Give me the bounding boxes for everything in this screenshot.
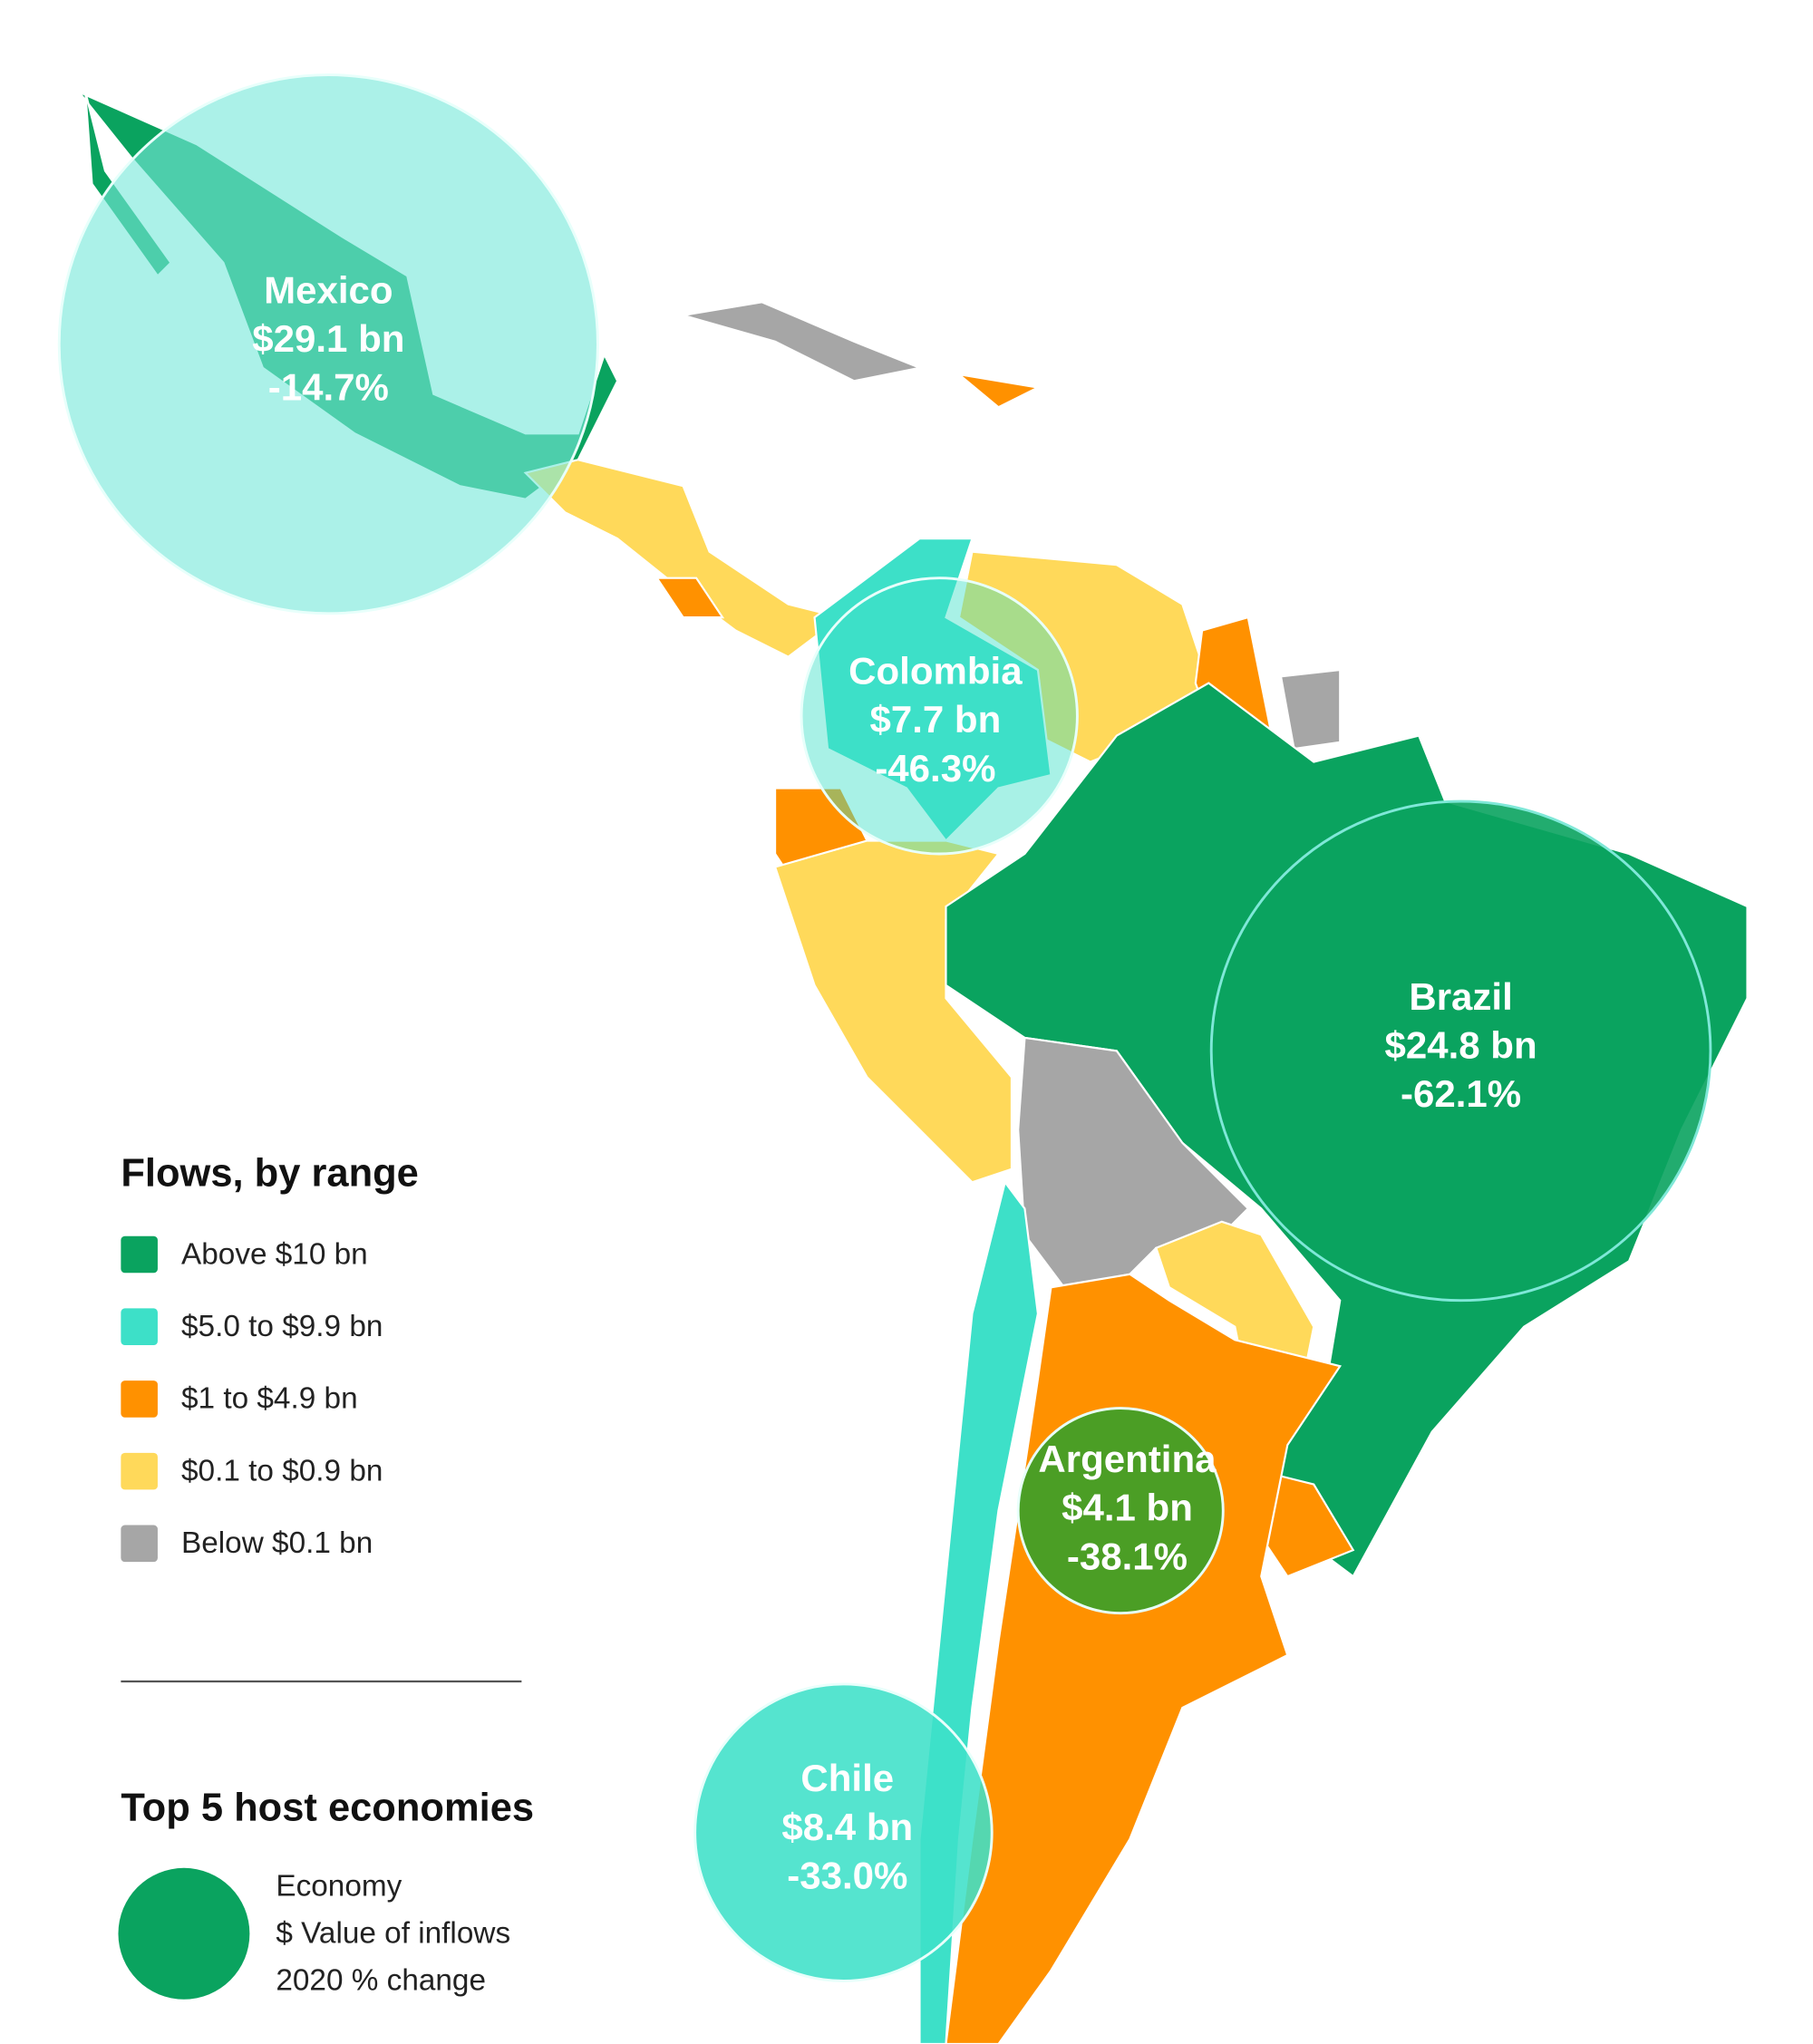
legend: Flows, by range Top 5 host economies Eco… (118, 1152, 534, 2000)
legend-label: Below $0.1 bn (181, 1526, 373, 1560)
economy-change: -62.1% (1401, 1072, 1521, 1115)
legend-swatch (121, 1308, 158, 1346)
top-hosts-title: Top 5 host economies (121, 1787, 534, 1830)
legend-label: $0.1 to $0.9 bn (181, 1454, 383, 1487)
legend-swatch (121, 1452, 158, 1490)
economy-name: Chile (800, 1757, 894, 1799)
legend-swatch (121, 1380, 158, 1418)
key-text: 2020 % change (276, 1964, 486, 1998)
legend-label: $1 to $4.9 bn (181, 1382, 358, 1416)
costa-rica (654, 576, 725, 619)
suriname (1279, 668, 1342, 751)
economy-value: $8.4 bn (781, 1806, 913, 1848)
legend-title: Flows, by range (121, 1152, 419, 1196)
economy-name: Mexico (264, 268, 393, 311)
legend-label: $5.0 to $9.9 bn (181, 1310, 383, 1343)
economy-name: Brazil (1409, 975, 1512, 1018)
colombia (813, 538, 1052, 843)
cuba (683, 301, 924, 383)
peru (773, 839, 1013, 1184)
legend-swatch (121, 1525, 158, 1563)
key-text: $ Value of inflows (276, 1917, 510, 1951)
economy-bubble (800, 576, 1079, 856)
economy-change: -38.1% (1067, 1535, 1188, 1577)
key-text: Economy (276, 1869, 402, 1903)
economy-bubble (57, 73, 599, 615)
economy-value: $7.7 bn (869, 698, 1001, 741)
economy-change: -33.0% (787, 1854, 907, 1896)
economy-name: Colombia (848, 650, 1023, 693)
dominican-republic (955, 373, 1042, 409)
economy-change: -46.3% (875, 747, 995, 790)
economy-name: Argentina (1038, 1438, 1217, 1480)
legend-label: Above $10 bn (181, 1237, 368, 1271)
economy-value: $29.1 bn (252, 317, 404, 360)
legend-swatch (121, 1235, 158, 1274)
central-america (523, 459, 844, 658)
economy-bubble (693, 1682, 994, 1982)
economy-value: $4.1 bn (1062, 1487, 1193, 1529)
bubbles: Mexico $29.1 bn -14.7% Colombia $7.7 bn -46.3… (57, 73, 1712, 1982)
economy-bubble (1209, 799, 1712, 1303)
key-bubble (118, 1867, 250, 2000)
economy-value: $24.8 bn (1384, 1024, 1537, 1067)
economy-change: -14.7% (268, 366, 389, 409)
economy-bubble (1016, 1407, 1225, 1615)
